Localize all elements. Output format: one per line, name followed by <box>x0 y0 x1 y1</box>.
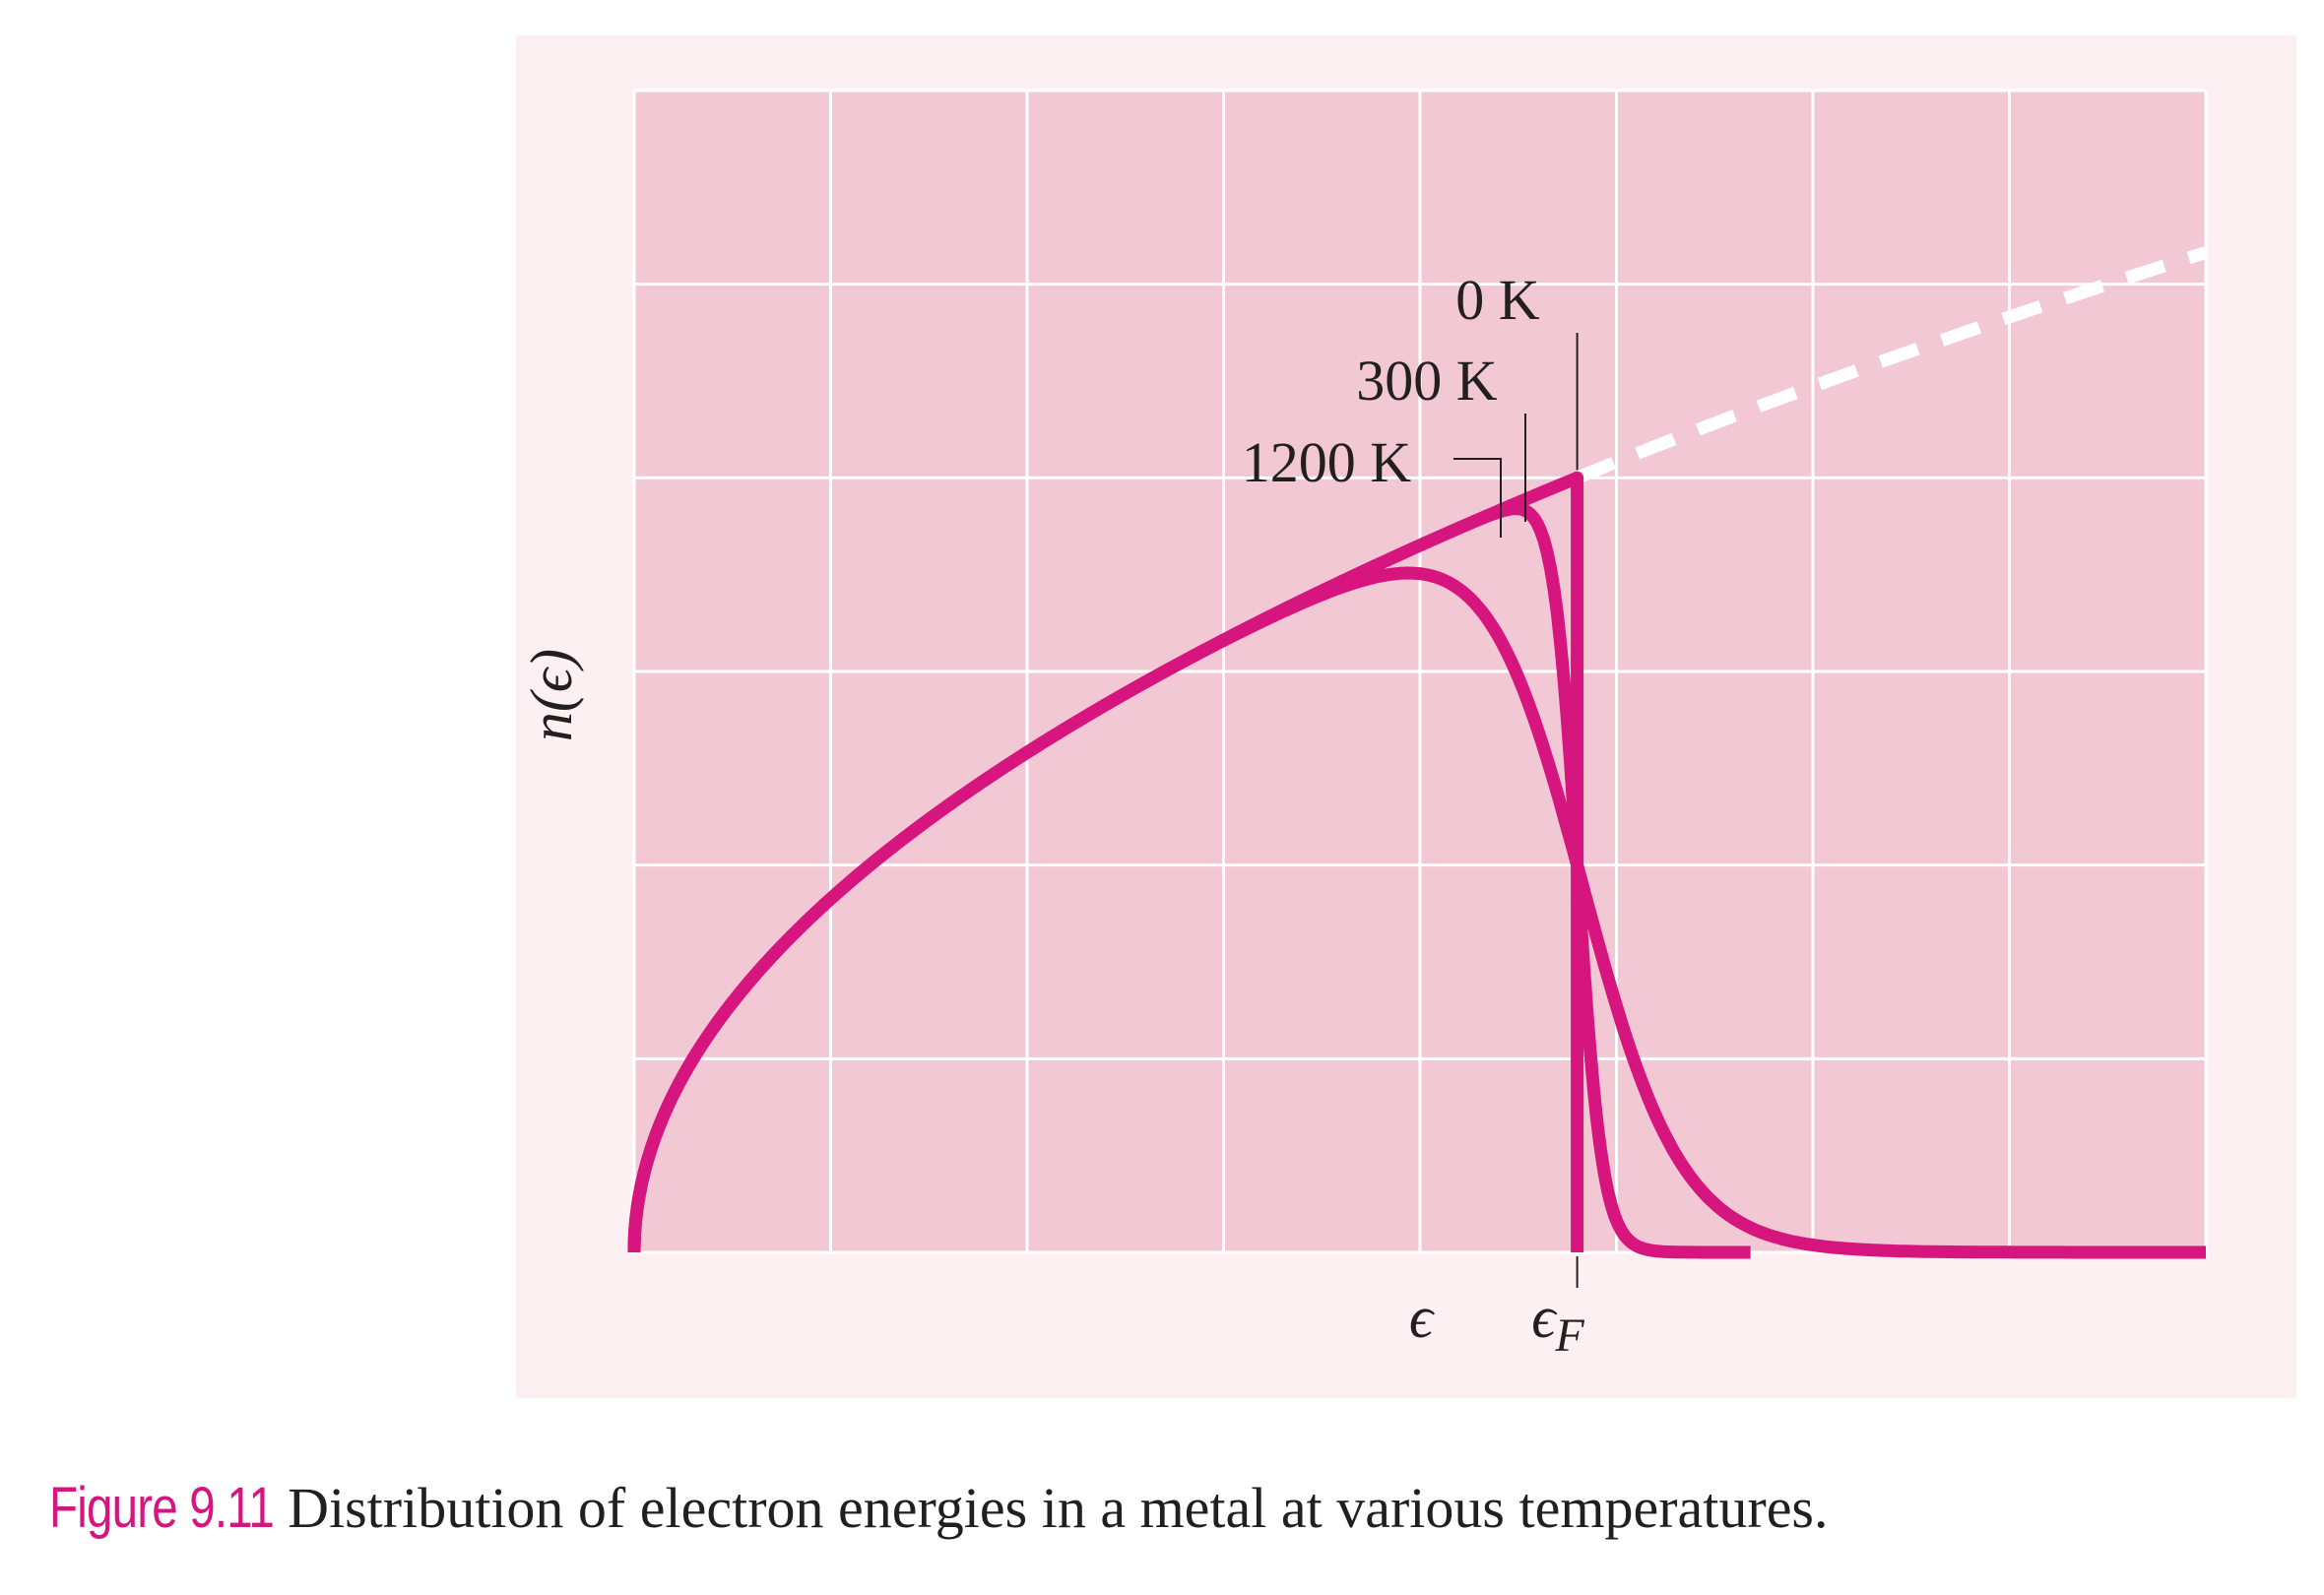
y-axis-label: n(ϵ) <box>519 649 584 741</box>
svg-text:ϵF: ϵF <box>1531 1285 1584 1362</box>
label-0k: 0 K <box>1455 268 1540 332</box>
figure-number: Figure 9.11 <box>49 1476 275 1540</box>
fermi-epsilon: ϵ <box>1531 1285 1558 1350</box>
fermi-subscript: F <box>1554 1309 1584 1362</box>
figure-panel: 0 K 300 K 1200 K n(ϵ) ϵ ϵF <box>516 35 2296 1398</box>
curve-1200k <box>627 566 2208 1259</box>
dashed-extension-line <box>1575 246 2208 484</box>
label-1200k: 1200 K <box>1242 430 1412 494</box>
label-300k: 300 K <box>1356 349 1498 413</box>
figure-caption: Figure 9.11 Distribution of electron ene… <box>49 1475 1829 1541</box>
x-axis-label: ϵ <box>1409 1285 1436 1350</box>
label-leader-lines <box>1453 333 1579 1288</box>
fermi-energy-label: ϵF <box>1531 1285 1584 1362</box>
caption-text: Distribution of electron energies in a m… <box>288 1476 1829 1540</box>
curves <box>627 471 2208 1259</box>
leader-line-3 <box>1453 458 1502 538</box>
chart: 0 K 300 K 1200 K n(ϵ) ϵ ϵF <box>519 89 2208 1362</box>
